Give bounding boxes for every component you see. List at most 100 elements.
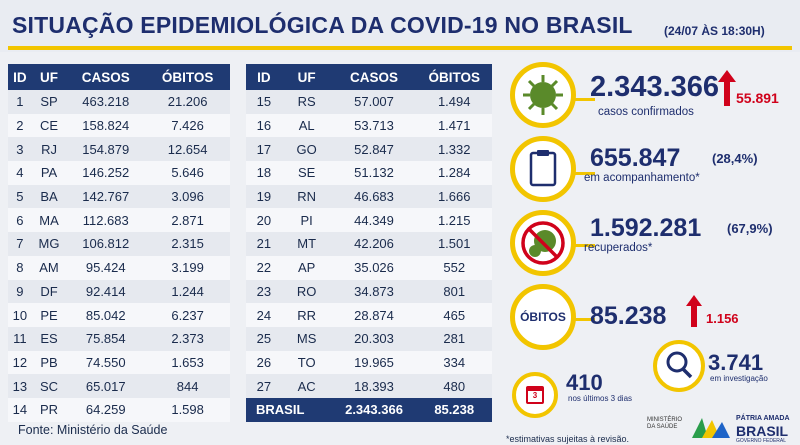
- cell-cases: 20.303: [331, 326, 417, 351]
- col-uf: UF: [281, 64, 332, 90]
- cell-uf: ES: [31, 326, 67, 351]
- table-row: 11 ES 75.854 2.373: [8, 326, 230, 351]
- cell-cases: 52.847: [331, 137, 417, 162]
- cell-deaths: 2.315: [145, 232, 230, 256]
- cell-uf: RS: [281, 90, 332, 114]
- deaths-delta: 1.156: [706, 311, 739, 326]
- cell-id: 3: [8, 137, 32, 162]
- cell-id: 6: [8, 208, 32, 233]
- cell-id: 24: [246, 303, 282, 327]
- col-id: ID: [246, 64, 282, 90]
- calendar-number: 3: [526, 386, 544, 404]
- cell-id: 22: [246, 255, 282, 280]
- cell-cases: 51.132: [331, 161, 417, 185]
- cell-cases: 64.259: [66, 397, 146, 422]
- logo-line2: BRASIL: [736, 423, 789, 439]
- cell-id: 11: [8, 326, 32, 351]
- calendar-icon: 3: [512, 372, 558, 418]
- deaths-value: 85.238: [590, 302, 667, 330]
- recovered-pct: (67,9%): [727, 221, 773, 236]
- table-row: 22 AP 35.026 552: [246, 255, 492, 280]
- cell-cases: 28.874: [331, 303, 417, 327]
- investigation-label: em investigação: [710, 374, 768, 383]
- monitoring-value: 655.847: [590, 144, 681, 172]
- cell-cases: 95.424: [66, 255, 146, 280]
- cell-deaths: 1.471: [416, 113, 492, 138]
- cell-uf: SE: [281, 161, 332, 185]
- total-deaths: 85.238: [416, 397, 492, 422]
- confirmed-label: casos confirmados: [598, 106, 694, 118]
- cell-cases: 46.683: [331, 184, 417, 209]
- confirmed-delta: 55.891: [736, 90, 779, 106]
- table-row: 26 TO 19.965 334: [246, 350, 492, 375]
- confirmed-value: 2.343.366: [590, 71, 720, 103]
- up-arrow-icon: [718, 70, 736, 106]
- cell-deaths: 1.598: [145, 397, 230, 422]
- cell-cases: 106.812: [66, 232, 146, 256]
- cell-uf: RN: [281, 184, 332, 209]
- timestamp: (24/07 ÀS 18:30H): [664, 24, 765, 38]
- deaths-badge-label: ÓBITOS: [520, 310, 566, 324]
- cell-uf: MT: [281, 232, 332, 256]
- cell-uf: MG: [31, 232, 67, 256]
- col-cases: CASOS: [66, 64, 146, 90]
- states-table-left: ID UF CASOS ÓBITOS 1 SP 463.218 21.206 2 CE 15…: [8, 64, 230, 422]
- cell-deaths: 1.666: [416, 184, 492, 209]
- cell-cases: 35.026: [331, 255, 417, 280]
- footnote: *estimativas sujeitas à revisão.: [506, 434, 630, 444]
- cell-cases: 146.252: [66, 161, 146, 185]
- connector: [575, 98, 595, 101]
- cell-deaths: 1.244: [145, 279, 230, 304]
- table-row: 7 MG 106.812 2.315: [8, 232, 230, 256]
- cell-deaths: 1.215: [416, 208, 492, 233]
- cell-deaths: 1.653: [145, 350, 230, 375]
- cell-uf: CE: [31, 113, 67, 138]
- table-row: 9 DF 92.414 1.244: [8, 279, 230, 304]
- cell-id: 21: [246, 232, 282, 256]
- table-row: 5 BA 142.767 3.096: [8, 184, 230, 209]
- table-row: 10 PE 85.042 6.237: [8, 303, 230, 327]
- source-note: Fonte: Ministério da Saúde: [18, 423, 168, 437]
- table-row: 1 SP 463.218 21.206: [8, 90, 230, 114]
- cell-uf: PR: [31, 397, 67, 422]
- investigation-value: 3.741: [708, 350, 764, 375]
- cell-id: 20: [246, 208, 282, 233]
- cell-uf: PE: [31, 303, 67, 327]
- last3days-label: nos últimos 3 dias: [568, 394, 633, 403]
- cell-deaths: 5.646: [145, 161, 230, 185]
- cell-cases: 42.206: [331, 232, 417, 256]
- cell-id: 23: [246, 279, 282, 304]
- cell-id: 19: [246, 184, 282, 209]
- cell-deaths: 801: [416, 279, 492, 304]
- cell-deaths: 480: [416, 374, 492, 398]
- page-title: SITUAÇÃO EPIDEMIOLÓGICA DA COVID-19 NO B…: [12, 12, 633, 38]
- logo-line3: GOVERNO FEDERAL: [736, 438, 787, 444]
- table-row: 14 PR 64.259 1.598: [8, 397, 230, 422]
- table-row: 17 GO 52.847 1.332: [246, 137, 492, 162]
- cell-uf: RO: [281, 279, 332, 304]
- cell-cases: 65.017: [66, 374, 146, 398]
- cell-deaths: 6.237: [145, 303, 230, 327]
- table-row: 2 CE 158.824 7.426: [8, 113, 230, 138]
- table-row: 20 PI 44.349 1.215: [246, 208, 492, 233]
- table-row: 4 PA 146.252 5.646: [8, 161, 230, 185]
- clipboard-icon: [510, 136, 576, 202]
- header-divider: [8, 46, 792, 50]
- cell-id: 15: [246, 90, 282, 114]
- cell-id: 1: [8, 90, 32, 114]
- monitoring-pct: (28,4%): [712, 151, 758, 166]
- table-row: 19 RN 46.683 1.666: [246, 184, 492, 209]
- cell-deaths: 552: [416, 255, 492, 280]
- virus-icon: [510, 62, 576, 128]
- connector: [575, 318, 595, 321]
- table-row: 6 MA 112.683 2.871: [8, 208, 230, 233]
- cell-uf: MS: [281, 326, 332, 351]
- cell-uf: DF: [31, 279, 67, 304]
- col-uf: UF: [31, 64, 67, 90]
- table-row: 15 RS 57.007 1.494: [246, 90, 492, 114]
- table-row: 8 AM 95.424 3.199: [8, 255, 230, 280]
- cell-cases: 112.683: [66, 208, 146, 233]
- cell-uf: PB: [31, 350, 67, 375]
- cell-cases: 85.042: [66, 303, 146, 327]
- ministry-label: MINISTÉRIO DA SAÚDE: [647, 417, 683, 430]
